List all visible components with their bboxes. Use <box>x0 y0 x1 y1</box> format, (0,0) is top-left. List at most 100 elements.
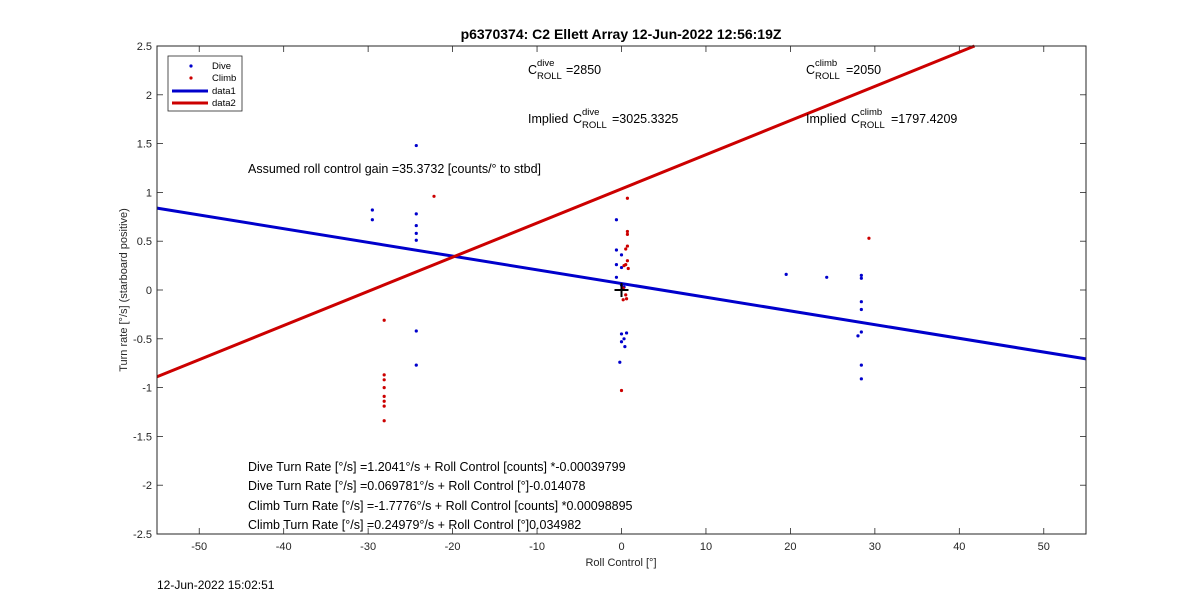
point-dive <box>859 276 863 280</box>
point-climb <box>382 394 386 398</box>
point-dive <box>623 345 627 349</box>
point-dive <box>370 218 374 222</box>
point-dive <box>859 363 863 367</box>
point-dive <box>414 363 418 367</box>
x-tick-label: 50 <box>1038 541 1050 553</box>
c-climb-value: =2050 <box>846 63 881 77</box>
x-tick-label: -10 <box>529 541 545 553</box>
c-climb-roll-annotation: C climb ROLL =2050 <box>806 58 881 82</box>
c-dive-roll-annotation: C dive ROLL =2850 <box>528 58 601 82</box>
c-climb-sup: climb <box>815 58 837 69</box>
legend-data1-label: data1 <box>212 86 236 97</box>
point-dive <box>859 273 863 277</box>
y-tick-label: 1 <box>146 187 152 199</box>
x-axis-label: Roll Control [°] <box>585 557 656 569</box>
y-tick-label: -0.5 <box>133 334 152 346</box>
point-climb <box>624 247 628 251</box>
point-dive <box>614 218 619 222</box>
point-dive <box>618 360 622 364</box>
y-tick-label: 0 <box>146 285 152 297</box>
point-dive <box>614 248 619 252</box>
x-tick-label: -40 <box>276 541 292 553</box>
x-tick-label: 20 <box>784 541 796 553</box>
point-climb <box>622 264 626 268</box>
point-dive <box>859 330 863 334</box>
timestamp: 12-Jun-2022 15:02:51 <box>157 578 275 592</box>
point-dive <box>370 208 374 212</box>
legend-climb-marker <box>189 76 193 80</box>
implied-dive-sub: ROLL <box>582 120 607 131</box>
fit-annotation-2: Dive Turn Rate [°/s] =0.069781°/s + Roll… <box>248 479 585 493</box>
point-dive <box>825 275 829 279</box>
point-climb <box>625 196 630 200</box>
y-tick-label: -2.5 <box>133 529 152 541</box>
x-tick-label: 10 <box>700 541 712 553</box>
point-dive <box>619 340 624 344</box>
point-climb <box>625 232 630 236</box>
point-dive <box>414 212 418 216</box>
c-dive-base: C <box>528 63 537 77</box>
implied-climb-base: C <box>851 112 860 126</box>
point-dive <box>414 143 418 148</box>
point-dive <box>624 331 629 335</box>
y-tick-label: 1.5 <box>137 139 152 151</box>
legend-data2-label: data2 <box>212 98 236 109</box>
point-dive <box>859 377 863 381</box>
point-dive <box>414 238 418 242</box>
point-climb <box>382 399 386 403</box>
implied-climb-annotation: Implied C climb ROLL =1797.4209 <box>806 107 957 131</box>
point-dive <box>622 337 626 341</box>
y-axis-label: Turn rate [°/s] (starboard positive) <box>118 208 130 372</box>
point-dive <box>784 272 788 276</box>
y-tick-label: 0.5 <box>137 236 152 248</box>
point-climb <box>626 266 630 271</box>
legend: Dive Climb data1 data2 <box>167 55 243 112</box>
x-tick-label: 0 <box>618 541 624 553</box>
point-dive <box>414 231 418 235</box>
point-climb <box>432 194 436 198</box>
implied-climb-value: =1797.4209 <box>891 112 957 126</box>
axis-ticks: -50 -40 -30 -20 -10 0 10 20 30 40 50-2.5-2-1.5-1-0… <box>133 41 1086 553</box>
point-dive <box>856 334 860 338</box>
x-tick-label: 40 <box>953 541 965 553</box>
c-dive-sup: dive <box>537 58 554 69</box>
plot-area <box>156 44 1087 423</box>
implied-climb-sup: climb <box>860 107 882 118</box>
x-tick-label: -20 <box>445 541 461 553</box>
point-dive <box>614 263 619 267</box>
y-tick-label: -2 <box>142 480 152 492</box>
point-climb <box>867 236 871 240</box>
x-tick-label: 30 <box>869 541 881 553</box>
c-climb-sub: ROLL <box>815 71 840 82</box>
implied-climb-sub: ROLL <box>860 120 885 131</box>
fit-annotation-1: Dive Turn Rate [°/s] =1.2041°/s + Roll C… <box>248 460 626 474</box>
point-climb <box>382 419 386 423</box>
point-climb <box>621 298 625 302</box>
implied-dive-value: =3025.3325 <box>612 112 678 126</box>
point-climb <box>624 293 628 297</box>
chart-title: p6370374: C2 Ellett Array 12-Jun-2022 12… <box>461 26 782 42</box>
legend-climb-label: Climb <box>212 73 236 84</box>
point-dive <box>619 332 624 336</box>
point-dive <box>859 307 863 312</box>
c-dive-sub: ROLL <box>537 71 562 82</box>
y-tick-label: 2.5 <box>137 41 152 53</box>
point-climb <box>382 386 386 390</box>
c-dive-value: =2850 <box>566 63 601 77</box>
point-climb <box>382 318 386 322</box>
implied-dive-sup: dive <box>582 107 599 118</box>
roll-gain-annotation: Assumed roll control gain =35.3732 [coun… <box>248 162 541 176</box>
point-dive <box>619 265 624 270</box>
point-climb <box>382 404 386 408</box>
point-dive <box>414 329 418 333</box>
axes-frame <box>156 45 1087 535</box>
point-climb <box>625 229 630 234</box>
x-tick-label: -30 <box>360 541 376 553</box>
point-climb <box>624 297 629 301</box>
y-tick-label: -1.5 <box>133 431 152 443</box>
point-dive <box>414 223 418 228</box>
point-dive <box>859 300 863 304</box>
point-climb <box>625 259 630 263</box>
implied-dive-base: C <box>573 112 582 126</box>
